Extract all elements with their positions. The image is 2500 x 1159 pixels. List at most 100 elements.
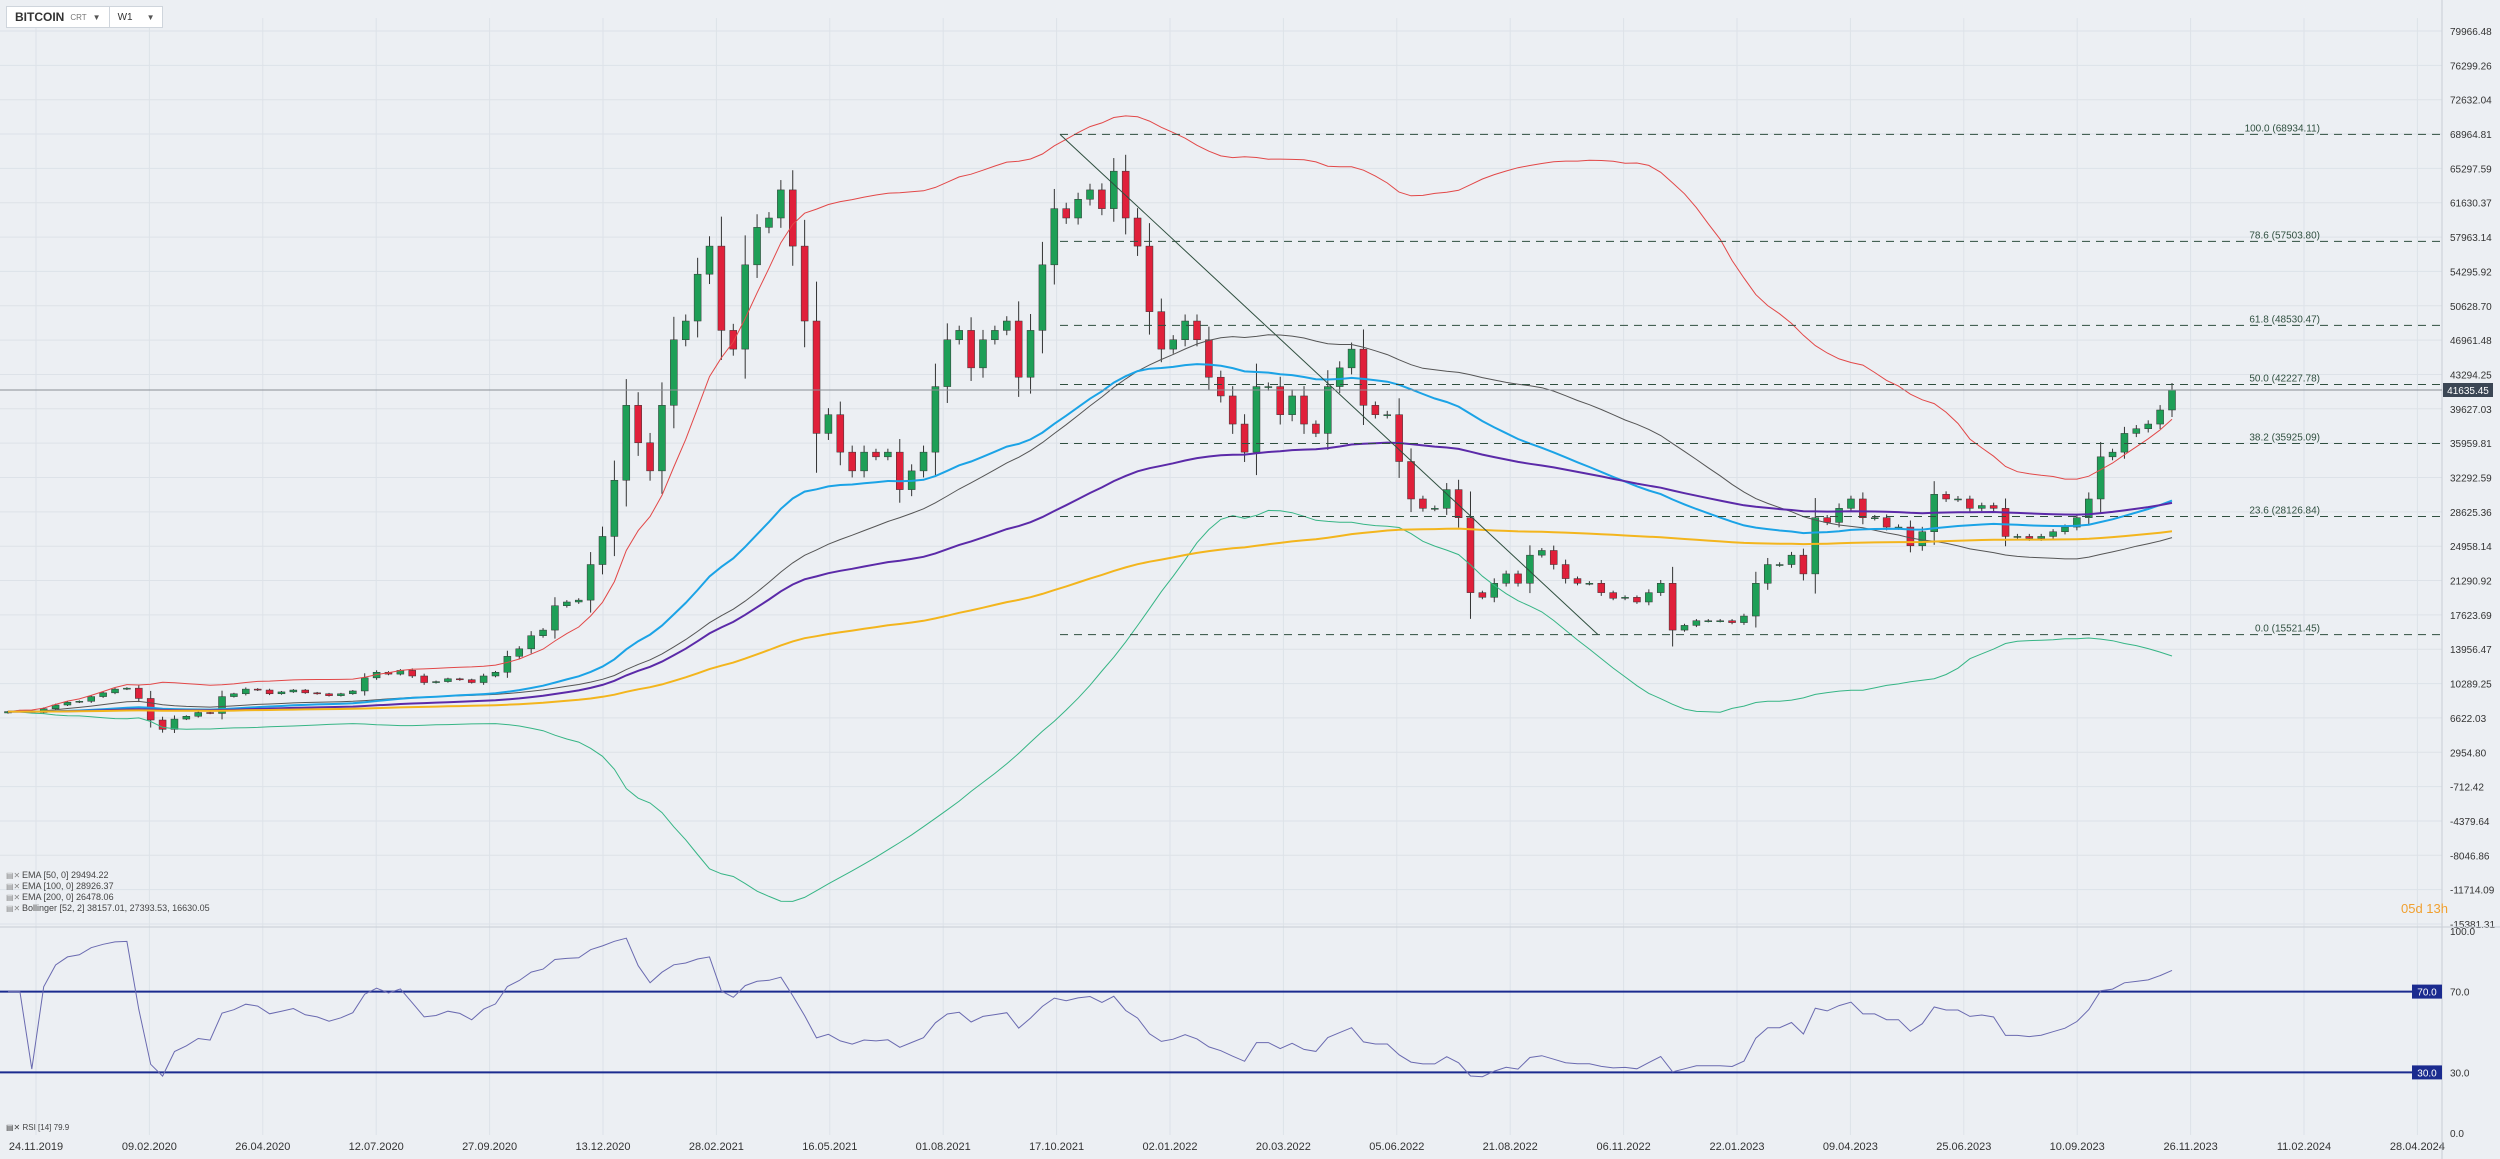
y-tick-label: 50628.70 — [2450, 302, 2492, 313]
candle-bull — [2120, 433, 2129, 453]
candle-bull — [1431, 508, 1439, 510]
candle-bull — [1656, 583, 1665, 593]
candle-bear — [1359, 348, 1368, 406]
rsi-line — [8, 937, 2173, 1078]
candle-bear — [1466, 517, 1475, 593]
candle-bull — [1954, 498, 1962, 501]
candle-bear — [800, 245, 809, 322]
legend-item-ema50[interactable]: ▤✕ EMA [50, 0] 29494.22 — [6, 870, 210, 881]
ema50-line — [7, 363, 2173, 713]
candle-bull — [824, 414, 833, 434]
candle-bull — [242, 688, 250, 695]
candle-bear — [1098, 189, 1106, 209]
candle-bear — [812, 320, 821, 434]
timeframe-label: W1 — [117, 11, 133, 23]
settings-icon[interactable]: ▤✕ — [6, 882, 21, 891]
candle-bear — [1395, 414, 1403, 462]
y-tick-label: 79966.48 — [2450, 27, 2492, 38]
candle-bull — [1264, 386, 1273, 388]
candle-bull — [218, 696, 226, 714]
candle-bull — [230, 693, 238, 697]
candle-bear — [848, 451, 856, 472]
legend-item-ema200[interactable]: ▤✕ EMA [200, 0] 26478.06 — [6, 892, 210, 903]
candle-bear — [1966, 498, 1974, 509]
candle-bear — [872, 451, 880, 458]
candle-bull — [1169, 339, 1177, 350]
candle-bear — [1989, 505, 1998, 509]
grid-lines — [0, 18, 2442, 1135]
candle-bear — [1799, 554, 1808, 575]
y-tick-label: 2954.80 — [2450, 748, 2487, 759]
y-tick-label: 61630.37 — [2450, 199, 2492, 210]
candle-bull — [943, 339, 952, 387]
candle-bull — [503, 656, 512, 673]
x-tick-label: 27.09.2020 — [462, 1141, 517, 1153]
candle-bull — [337, 693, 345, 696]
candle-bull — [432, 681, 440, 683]
candle-bear — [1882, 517, 1891, 528]
symbol-source: CRT — [70, 12, 87, 22]
candle-bull — [2037, 536, 2045, 539]
candle-bear — [1561, 564, 1570, 579]
candle-bear — [1419, 498, 1427, 509]
legend-text: EMA [50, 0] 29494.22 — [22, 870, 109, 880]
symbol-selector[interactable]: BITCOIN CRT ▼ — [7, 7, 110, 27]
x-tick-label: 24.11.2019 — [9, 1141, 63, 1153]
settings-icon[interactable]: ▤✕ — [6, 893, 21, 902]
candle-bull — [2132, 428, 2141, 434]
x-tick-label: 25.06.2023 — [1936, 1141, 1991, 1153]
candle-bull — [1252, 386, 1261, 453]
candle-bull — [1324, 386, 1332, 434]
candle-bull — [1680, 625, 1689, 631]
candle-bear — [896, 451, 904, 490]
symbol-toolbar: BITCOIN CRT ▼ W1 ▼ — [6, 6, 164, 28]
candle-bull — [598, 536, 607, 565]
candle-bull — [1787, 554, 1796, 565]
rsi-legend[interactable]: ▤✕ RSI [14] 79.9 — [6, 1123, 69, 1132]
legend-item-ema100[interactable]: ▤✕ EMA [100, 0] 28926.37 — [6, 881, 210, 892]
candle-bull — [491, 671, 500, 677]
candle-bear — [2001, 508, 2010, 537]
candle-bull — [586, 564, 595, 601]
settings-icon[interactable]: ▤✕ — [6, 904, 21, 913]
candle-bear — [1240, 423, 1249, 453]
candle-bear — [1157, 311, 1166, 350]
candle-bull — [765, 217, 773, 228]
bollinger-middle-line — [7, 334, 2173, 713]
candle-bear — [1597, 583, 1606, 593]
candle-countdown: 05d 13h — [2401, 901, 2448, 916]
candle-bull — [1442, 489, 1451, 509]
candle-bull — [1775, 564, 1784, 566]
fib-level-label: 0.0 (15521.45) — [2255, 624, 2320, 635]
candle-bull — [1835, 508, 1843, 523]
candle-bear — [1193, 320, 1201, 341]
candle-bull — [527, 635, 535, 650]
legend-text: EMA [200, 0] 26478.06 — [22, 892, 114, 902]
x-tick-label: 28.02.2021 — [689, 1141, 744, 1153]
candle-bull — [1038, 264, 1047, 331]
candle-bull — [1740, 615, 1748, 623]
candle-bear — [1609, 592, 1617, 599]
x-tick-label: 16.05.2021 — [802, 1141, 857, 1153]
y-tick-label: 72632.04 — [2450, 96, 2492, 107]
candle-bear — [717, 245, 726, 331]
candle-bear — [1014, 320, 1023, 378]
x-tick-label: 05.06.2022 — [1369, 1141, 1424, 1153]
y-tick-label: 32292.59 — [2450, 473, 2492, 484]
timeframe-selector[interactable]: W1 ▼ — [110, 7, 163, 27]
candle-bear — [420, 675, 428, 683]
chevron-down-icon: ▼ — [92, 12, 101, 22]
candle-bull — [931, 386, 940, 453]
candle-bull — [1003, 320, 1011, 331]
fib-level-label: 78.6 (57503.80) — [2249, 230, 2320, 241]
settings-icon[interactable]: ▤✕ — [6, 871, 21, 880]
settings-icon[interactable]: ▤✕ — [6, 1123, 21, 1132]
candle-bear — [646, 442, 654, 472]
legend-item-bollinger[interactable]: ▤✕ Bollinger [52, 2] 38157.01, 27393.53, … — [6, 903, 210, 914]
candle-bull — [1918, 531, 1927, 547]
rsi-level-label: 70.0 — [2417, 988, 2437, 999]
symbol-name: BITCOIN — [15, 10, 65, 24]
y-tick-label: 21290.92 — [2450, 577, 2492, 588]
y-tick-label: 57963.14 — [2450, 233, 2492, 244]
